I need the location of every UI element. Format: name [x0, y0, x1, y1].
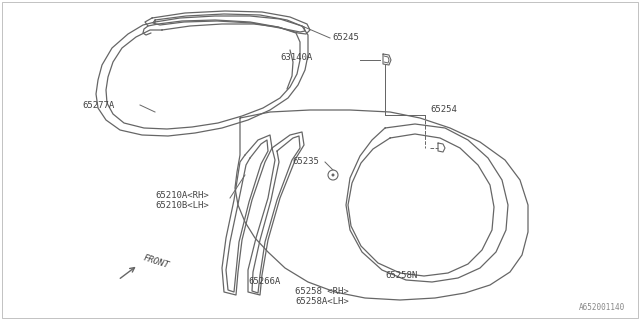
Circle shape: [332, 173, 335, 177]
Text: 63140A: 63140A: [280, 53, 312, 62]
Text: 65210A<RH>: 65210A<RH>: [155, 190, 209, 199]
Text: 65266A: 65266A: [248, 277, 280, 286]
Text: 65210B<LH>: 65210B<LH>: [155, 201, 209, 210]
Text: 65254: 65254: [430, 106, 457, 115]
Text: 65258A<LH>: 65258A<LH>: [295, 298, 349, 307]
Text: 65235: 65235: [292, 157, 319, 166]
Text: 65258N: 65258N: [385, 270, 417, 279]
Text: 65258 <RH>: 65258 <RH>: [295, 287, 349, 297]
Text: A652001140: A652001140: [579, 303, 625, 312]
Text: 65277A: 65277A: [82, 100, 115, 109]
Text: 65245: 65245: [332, 33, 359, 42]
Text: FRONT: FRONT: [142, 253, 170, 270]
